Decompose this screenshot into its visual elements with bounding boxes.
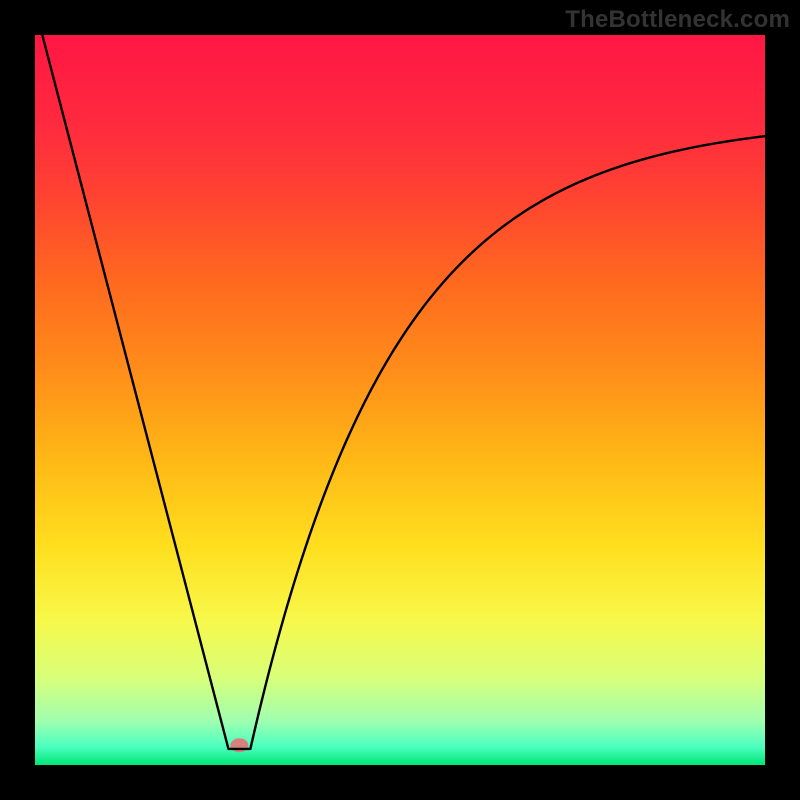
- chart-container: TheBottleneck.com: [0, 0, 800, 800]
- plot-area: [35, 35, 765, 765]
- watermark-text: TheBottleneck.com: [565, 6, 790, 34]
- gradient-background: [35, 35, 765, 765]
